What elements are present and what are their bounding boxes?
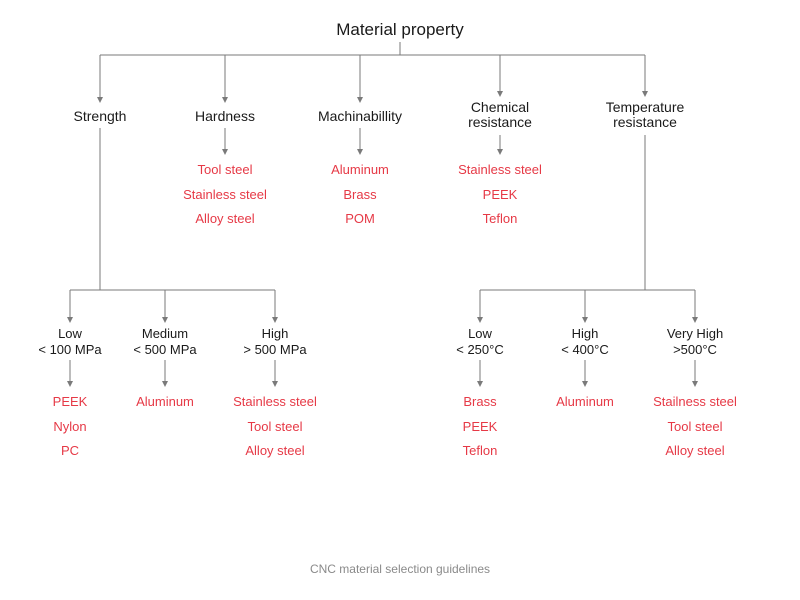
temp-high: High < 400°C <box>545 326 625 357</box>
strength-low-materials: PEEK Nylon PC <box>30 390 110 464</box>
machinability-materials: Aluminum Brass POM <box>310 158 410 232</box>
connector-lines <box>0 0 800 600</box>
strength-high: High > 500 MPa <box>235 326 315 357</box>
category-chemical: Chemicalresistance <box>450 100 550 131</box>
temp-low: Low < 250°C <box>440 326 520 357</box>
strength-medium: Medium < 500 MPa <box>125 326 205 357</box>
temp-high-materials: Aluminum <box>545 390 625 415</box>
root-title: Material property <box>300 20 500 40</box>
temp-veryhigh-materials: Stailness steel Tool steel Alloy steel <box>645 390 745 464</box>
temp-low-materials: Brass PEEK Teflon <box>440 390 520 464</box>
category-machinability: Machinabillity <box>310 108 410 124</box>
chemical-materials: Stainless steel PEEK Teflon <box>450 158 550 232</box>
diagram-caption: CNC material selection guidelines <box>250 562 550 576</box>
category-strength: Strength <box>60 108 140 124</box>
strength-high-materials: Stainless steel Tool steel Alloy steel <box>225 390 325 464</box>
hardness-materials: Tool steel Stainless steel Alloy steel <box>175 158 275 232</box>
temp-veryhigh: Very High >500°C <box>655 326 735 357</box>
category-hardness: Hardness <box>185 108 265 124</box>
category-temperature: Temperatureresistance <box>590 100 700 131</box>
strength-medium-materials: Aluminum <box>125 390 205 415</box>
strength-low: Low < 100 MPa <box>30 326 110 357</box>
